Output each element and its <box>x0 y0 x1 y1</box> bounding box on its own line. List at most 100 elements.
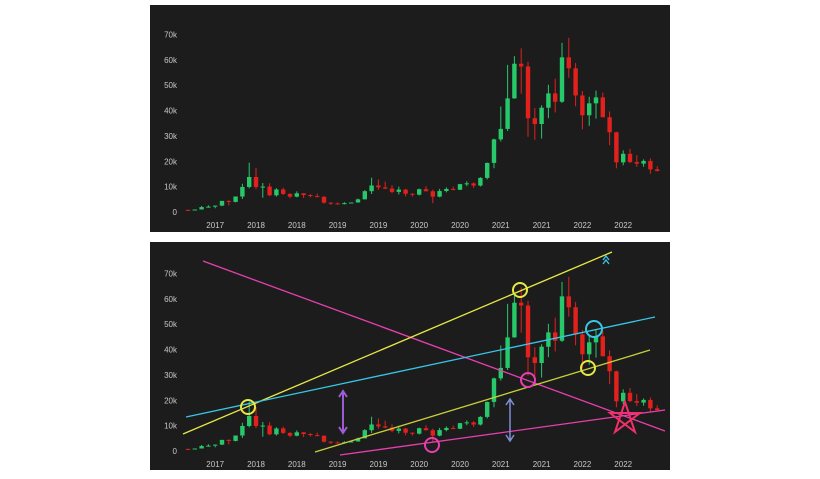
x-tick-label: 2020 <box>451 221 469 230</box>
candle-body <box>281 189 286 194</box>
candle-body <box>287 193 293 197</box>
candle-body <box>410 432 415 434</box>
highlight-circle <box>240 399 256 415</box>
candle-body <box>478 177 483 186</box>
candle-body <box>253 176 259 187</box>
candle-body <box>457 423 463 429</box>
candle-body <box>587 342 592 355</box>
x-tick-label: 2018 <box>247 460 265 469</box>
y-tick-label: 70k <box>164 269 178 278</box>
candle-body <box>294 193 299 197</box>
candle-body <box>240 425 245 436</box>
candle-body <box>294 432 299 436</box>
candle-body <box>328 441 333 443</box>
candle-body <box>655 408 660 410</box>
x-tick-label: 2017 <box>206 460 224 469</box>
candle-body <box>478 416 483 425</box>
candle-body <box>253 415 259 426</box>
candle-body <box>614 371 619 402</box>
candle-body <box>525 66 531 119</box>
candle-body <box>471 422 476 425</box>
x-tick-label: 2017 <box>206 221 224 230</box>
candle-body <box>512 302 517 338</box>
highlight-circle <box>520 372 536 388</box>
candle-body <box>287 432 293 436</box>
candle-body <box>362 430 367 439</box>
candle-body <box>335 442 340 444</box>
candle-body <box>573 68 578 96</box>
candle-body <box>471 183 476 186</box>
candle-body <box>308 195 313 197</box>
x-tick-label: 2019 <box>370 221 388 230</box>
candle-body <box>376 185 381 188</box>
candle-body <box>580 334 585 355</box>
candle-body <box>634 401 639 403</box>
candle-body <box>185 209 191 211</box>
candle-body <box>573 307 578 335</box>
candle-body <box>219 439 225 445</box>
y-tick-label: 70k <box>164 30 178 39</box>
x-tick-label: 2020 <box>410 460 428 469</box>
candle-body <box>355 438 361 442</box>
candle-body <box>247 415 252 426</box>
candle-body <box>566 57 571 69</box>
candle-body <box>648 160 653 170</box>
candle-body <box>498 367 503 379</box>
candle-body <box>233 435 238 441</box>
candle-body <box>260 425 265 427</box>
candle-body <box>655 169 660 171</box>
candle-body <box>607 356 612 372</box>
candle-body <box>444 188 449 192</box>
candle-body <box>308 434 313 436</box>
candle-body <box>512 63 517 99</box>
candle-body <box>621 392 626 402</box>
candle-body <box>192 448 197 450</box>
candle-body <box>580 95 585 116</box>
candle-body <box>430 191 435 197</box>
candle-body <box>423 428 429 431</box>
candle-body <box>349 202 354 204</box>
candle-body <box>614 132 619 163</box>
candle-body <box>403 428 408 433</box>
y-tick-label: 20k <box>164 157 178 166</box>
candle-body <box>199 207 204 210</box>
candle-body <box>525 305 531 358</box>
candle-body <box>315 435 320 437</box>
candle-body <box>641 160 646 164</box>
candle-body <box>403 189 408 194</box>
candle-body <box>519 302 524 306</box>
y-tick-label: 0 <box>173 447 178 456</box>
candle-body <box>206 445 211 447</box>
star-mark <box>607 398 643 435</box>
candle-body <box>206 206 211 208</box>
candle-body <box>274 428 279 435</box>
x-tick-label: 2019 <box>370 460 388 469</box>
highlight-circle <box>580 360 596 376</box>
x-tick-label: 2018 <box>247 221 265 230</box>
candle-body <box>383 187 388 189</box>
y-tick-label: 40k <box>164 107 178 116</box>
candle-body <box>559 57 565 102</box>
highlight-circle <box>512 282 528 298</box>
candle-body <box>553 93 558 102</box>
candle-body <box>505 337 510 368</box>
candle-body <box>301 193 306 196</box>
candle-body <box>383 426 388 428</box>
x-tick-label: 2022 <box>574 221 592 230</box>
y-tick-label: 20k <box>164 396 178 405</box>
candle-body <box>240 186 245 197</box>
candle-body <box>396 189 401 192</box>
candle-body <box>369 424 374 431</box>
trend-line <box>339 409 666 456</box>
x-tick-label: 2021 <box>533 460 551 469</box>
candle-body <box>444 427 449 431</box>
candle-body <box>349 441 354 443</box>
candle-body <box>321 435 327 442</box>
chevron <box>602 254 610 265</box>
candle-body <box>260 186 265 188</box>
y-tick-label: 10k <box>164 422 178 431</box>
candle-body <box>437 191 442 197</box>
y-tick-label: 0 <box>173 208 178 217</box>
candle-body <box>342 203 347 205</box>
